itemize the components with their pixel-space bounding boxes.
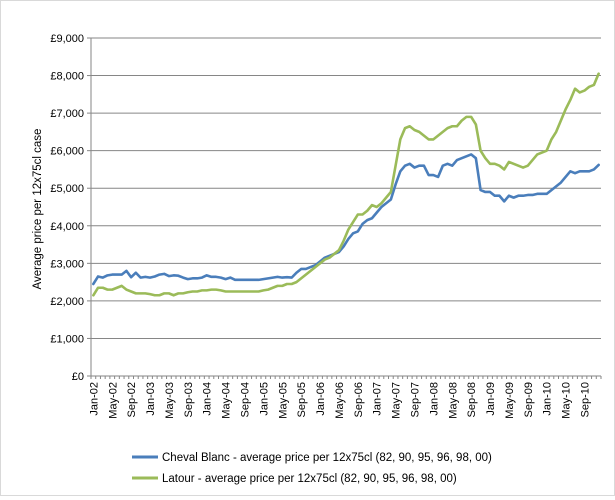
x-tick-label: May-03 xyxy=(164,382,176,419)
x-tick-label: May-04 xyxy=(221,382,233,419)
x-tick-label: Jan-07 xyxy=(372,382,384,416)
y-axis-title: Average price per 12x75cl case xyxy=(32,129,44,290)
x-tick-label: Jan-02 xyxy=(88,382,100,416)
x-tick-label: Sep-08 xyxy=(466,382,478,417)
y-tick-label: £3,000 xyxy=(50,258,84,270)
x-tick-label: Sep-07 xyxy=(409,382,421,417)
x-tick-label: May-07 xyxy=(391,382,403,419)
y-tick-label: £6,000 xyxy=(50,146,84,158)
y-tick-label: £8,000 xyxy=(50,71,84,83)
x-tick-label: May-06 xyxy=(334,382,346,419)
x-tick-label: Sep-05 xyxy=(296,382,308,417)
x-tick-label: Jan-06 xyxy=(315,382,327,416)
y-tick-label: £2,000 xyxy=(50,296,84,308)
x-tick-label: May-10 xyxy=(561,382,573,419)
x-tick-label: Jan-03 xyxy=(145,382,157,416)
y-tick-label: £9,000 xyxy=(50,33,84,45)
x-tick-label: Sep-06 xyxy=(353,382,365,417)
legend: Cheval Blanc - average price per 12x75cl… xyxy=(132,452,492,485)
y-tick-label: £4,000 xyxy=(50,221,84,233)
x-tick-label: Sep-10 xyxy=(579,382,591,417)
series-line-latour xyxy=(92,72,600,297)
series-lines xyxy=(92,72,600,297)
x-tick-label: Sep-04 xyxy=(239,382,251,417)
y-tick-label: £5,000 xyxy=(50,183,84,195)
x-tick-label: Jan-05 xyxy=(258,382,270,416)
x-tick-label: Sep-03 xyxy=(183,382,195,417)
y-tick-label: £7,000 xyxy=(50,108,84,120)
x-tick-label: May-08 xyxy=(447,382,459,419)
series-line-cheval-blanc xyxy=(92,153,600,286)
x-tick-label: Jan-09 xyxy=(485,382,497,416)
y-tick-label: £0 xyxy=(72,371,84,383)
legend-label-latour: Latour - average price per 12x75cl (82, … xyxy=(162,473,457,485)
x-tick-label: Jan-04 xyxy=(202,382,214,416)
gridlines xyxy=(91,37,601,339)
x-tick-label: May-02 xyxy=(107,382,119,419)
x-tick-label: Jan-08 xyxy=(428,382,440,416)
legend-label-cheval-blanc: Cheval Blanc - average price per 12x75cl… xyxy=(162,452,492,464)
x-tick-label: May-05 xyxy=(277,382,289,419)
x-tick-label: Sep-02 xyxy=(126,382,138,417)
y-tick-label: £1,000 xyxy=(50,333,84,345)
x-tick-label: Sep-09 xyxy=(523,382,535,417)
x-tick-label: May-09 xyxy=(504,382,516,419)
axes: £0 £1,000 £2,000 £3,000 £4,000 £5,000 £6,000 £7… xyxy=(50,33,602,419)
x-tick-label: Jan-10 xyxy=(542,382,554,416)
